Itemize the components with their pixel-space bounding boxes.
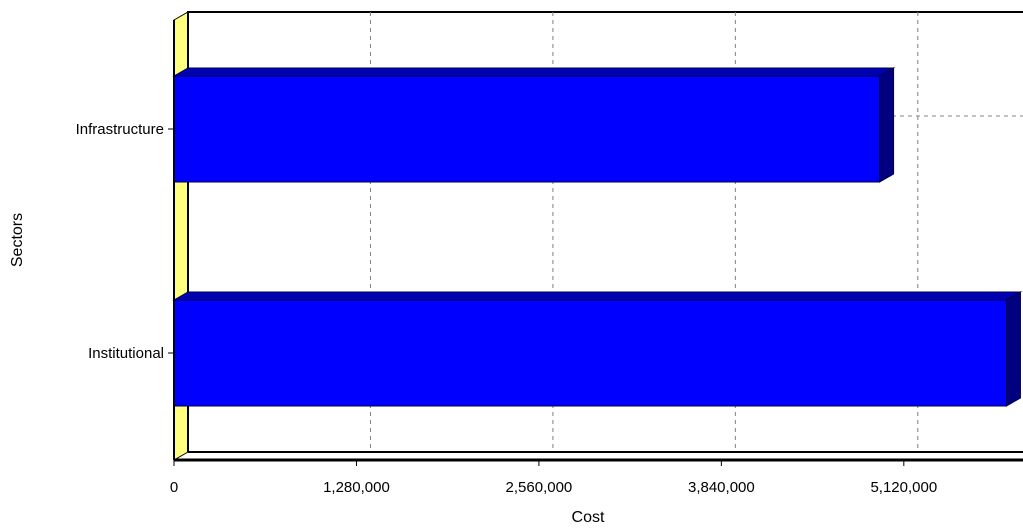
bars: [172, 67, 1023, 407]
tick-labels: Infrastructure Institutional 0 1,280,000 2,5…: [76, 121, 938, 496]
bar-1: [173, 299, 1007, 407]
x-tick-label: 5,120,000: [870, 479, 937, 496]
x-tick-label: 3,840,000: [688, 479, 755, 496]
bar-side-face: [1005, 291, 1021, 407]
x-tick-label: 2,560,000: [506, 479, 573, 496]
y-tick-label: Institutional: [88, 345, 164, 362]
bar-top-face: [172, 67, 896, 77]
y-tick-label: Infrastructure: [76, 121, 164, 138]
bar-side-face: [879, 67, 895, 183]
bar-top-face: [172, 291, 1023, 301]
axes: [173, 20, 1023, 462]
x-tick-label: 1,280,000: [323, 479, 390, 496]
y-axis-title: Sectors: [9, 213, 26, 267]
x-axis-title: Cost: [572, 509, 605, 526]
x-tick-label: 0: [170, 479, 178, 496]
bar-0: [173, 75, 881, 183]
